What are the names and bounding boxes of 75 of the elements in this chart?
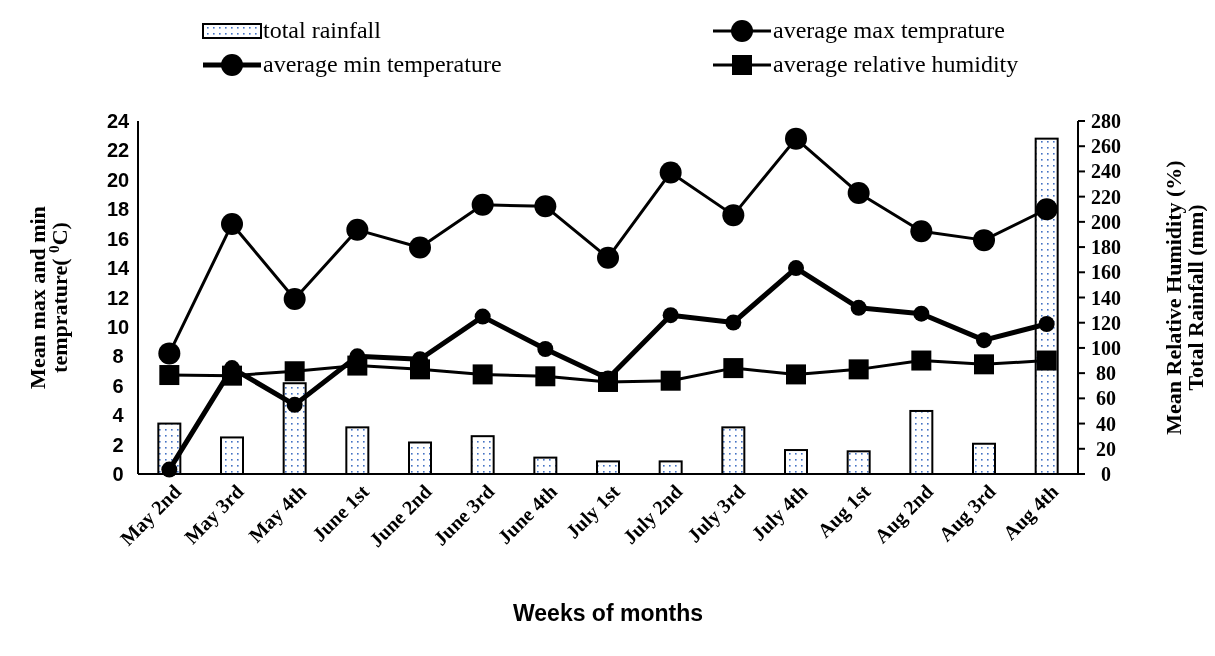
point [660,370,681,391]
point [158,342,181,365]
x-tick-label: Aug 4th [998,480,1064,545]
y-tick-label: 14 [106,257,130,280]
point [472,364,493,385]
point [911,350,932,371]
point [597,246,619,269]
point [847,182,870,205]
x-axis-title: Weeks of months [513,600,703,626]
y2-tick-label: 280 [1091,110,1121,132]
point [723,358,744,379]
y2-tick-label: 240 [1091,160,1121,183]
point [346,218,369,241]
legend-label: average relative humidity [773,51,1019,77]
point [1035,198,1058,221]
point [976,332,992,349]
y-tick-label: 24 [106,110,130,132]
y2-tick-label: 40 [1096,412,1116,435]
x-tick-label: July 3rd [682,480,750,548]
point [788,260,804,277]
y2-tick-label: 200 [1091,210,1121,233]
point [537,340,554,357]
point [725,314,742,331]
y2-tick-label: 20 [1096,437,1116,460]
point [159,365,180,386]
y2-tick-label: 260 [1091,135,1121,158]
point [913,305,930,322]
point [848,359,869,380]
point [474,308,491,325]
y2-tick-label: 180 [1091,236,1121,259]
y-tick-label: 0 [112,463,124,485]
point [221,212,243,235]
y2-tick-label: 120 [1091,311,1121,334]
y-tick-label: 22 [106,139,130,162]
legend-label: average max temprature [773,17,1005,43]
point [1038,315,1055,332]
legend-label: average min temperature [263,51,502,77]
y-tick-label: 10 [106,315,130,338]
y2-tick-label: 140 [1091,286,1121,309]
y-tick-label: 2 [112,433,124,456]
point [471,193,494,216]
point [659,161,682,184]
x-tick-label: July 1st [561,479,625,544]
point [850,299,867,316]
point [722,204,745,227]
point [535,366,556,387]
y-tick-label: 16 [106,227,130,250]
y-tick-label: 18 [106,198,130,221]
point [286,396,303,413]
y2-tick-label: 80 [1096,362,1116,385]
point [786,364,806,385]
y2-tick-label: 220 [1091,185,1121,208]
x-tick-label: July 4th [747,480,813,546]
y-tick-label: 4 [112,404,125,427]
y-tick-label: 6 [112,374,124,397]
y-tick-label: 8 [112,345,124,368]
y2-tick-label: 160 [1091,261,1121,284]
y-tick-label: 20 [106,168,130,191]
point [910,220,933,243]
point [409,236,431,259]
point [1036,350,1057,371]
point [284,361,305,382]
y-tick-label: 12 [106,286,130,309]
point [785,127,807,150]
x-tick-label: May 4th [244,480,312,548]
y2-tick-label: 100 [1091,336,1121,359]
point [662,307,679,324]
y2-axis-title: Mean Relative Humidity (%) Total Rainfall (mm) [1161,160,1208,435]
point [534,195,557,218]
y2-tick-label: 60 [1096,387,1116,410]
legend-label: total rainfall [263,17,382,43]
point [973,229,995,252]
y2-tick-label: 0 [1101,463,1111,485]
point [974,354,994,375]
point [283,287,306,310]
